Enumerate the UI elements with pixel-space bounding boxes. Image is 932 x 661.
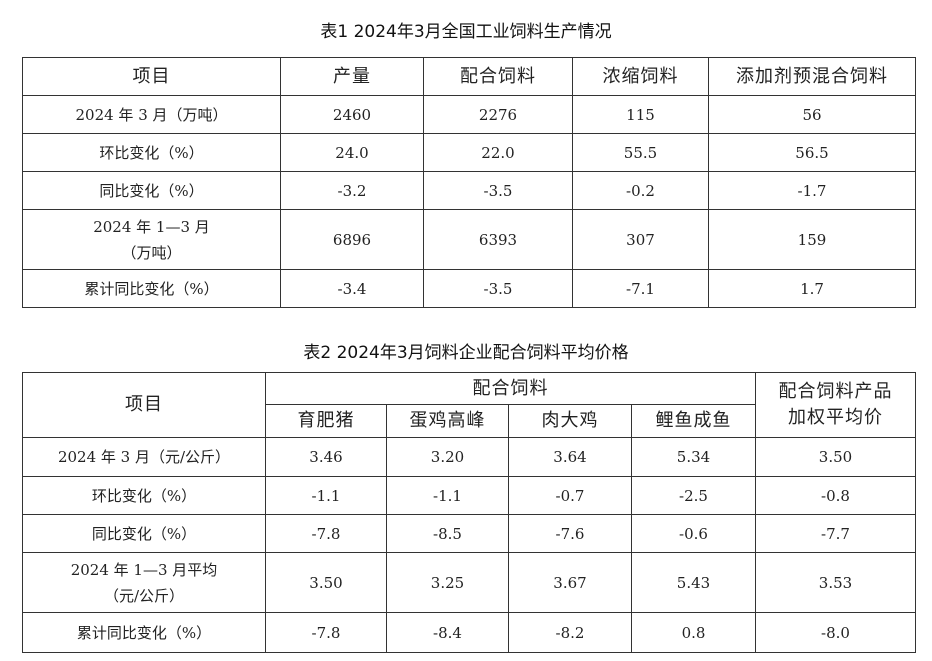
value-cell: -7.7 [755,514,916,553]
value-cell: -8.5 [386,514,509,553]
row-label-line: 2024 年 1—3 月 [93,217,210,236]
row-label: 2024 年 1—3 月 （万吨） [22,209,281,270]
header-cell: 浓缩饲料 [572,57,709,96]
row-label-line: 环比变化（%） [91,486,197,505]
value-cell: 115 [572,95,709,134]
row-label: 环比变化（%） [22,133,281,172]
value-cell: -1.1 [265,476,387,515]
value-cell: -3.2 [280,171,424,210]
row-label: 2024 年 3 月（万吨） [22,95,281,134]
table-row: 同比变化（%） -7.8 -8.5 -7.6 -0.6 -7.7 [22,514,916,553]
value-cell: 6393 [423,209,573,270]
table-header-row: 项目 产量 配合饲料 浓缩饲料 添加剂预混合饲料 [22,57,916,96]
table-row: 环比变化（%） -1.1 -1.1 -0.7 -2.5 -0.8 [22,476,916,515]
table-row: 累计同比变化（%） -3.4 -3.5 -7.1 1.7 [22,269,916,308]
value-cell: 3.50 [755,437,916,477]
value-cell: -0.7 [508,476,632,515]
table-row: 2024 年 1—3 月平均 （元/公斤） 3.50 3.25 3.67 5.43 3.53 [22,552,916,613]
value-cell: 24.0 [280,133,424,172]
header-cell: 配合饲料产品 加权平均价 [755,372,916,438]
value-cell: -7.8 [265,514,387,553]
header-line: 加权平均价 [788,407,883,428]
header-cell: 鲤鱼成鱼 [631,404,756,438]
value-cell: 22.0 [423,133,573,172]
row-label-line: （万吨） [121,243,182,262]
row-label-line: 2024 年 3 月（万吨） [75,105,228,124]
header-cell: 配合饲料 [423,57,573,96]
value-cell: 3.67 [508,552,632,613]
value-cell: 56 [708,95,916,134]
value-cell: -1.7 [708,171,916,210]
value-cell: 5.43 [631,552,756,613]
group-header-cell: 配合饲料 [265,372,756,405]
row-label-line: 同比变化（%） [91,524,197,543]
row-label: 环比变化（%） [22,476,266,515]
value-cell: 3.20 [386,437,509,477]
value-cell: -7.8 [265,612,387,653]
value-cell: -3.4 [280,269,424,308]
row-label-line: 累计同比变化（%） [76,623,212,642]
table-row: 2024 年 3 月（元/公斤） 3.46 3.20 3.64 5.34 3.50 [22,437,916,477]
row-label: 2024 年 3 月（元/公斤） [22,437,266,477]
value-cell: 3.53 [755,552,916,613]
row-label: 累计同比变化（%） [22,612,266,653]
value-cell: -8.2 [508,612,632,653]
header-cell: 育肥猪 [265,404,387,438]
table-row: 2024 年 1—3 月 （万吨） 6896 6393 307 159 [22,209,916,270]
value-cell: 1.7 [708,269,916,308]
value-cell: 307 [572,209,709,270]
value-cell: 3.64 [508,437,632,477]
table-row: 累计同比变化（%） -7.8 -8.4 -8.2 0.8 -8.0 [22,612,916,653]
table-row: 环比变化（%） 24.0 22.0 55.5 56.5 [22,133,916,172]
value-cell: -0.8 [755,476,916,515]
value-cell: 2460 [280,95,424,134]
row-label-line: 累计同比变化（%） [84,279,219,298]
value-cell: -2.5 [631,476,756,515]
value-cell: -7.1 [572,269,709,308]
value-cell: -3.5 [423,269,573,308]
value-cell: -1.1 [386,476,509,515]
value-cell: 3.50 [265,552,387,613]
header-cell: 添加剂预混合饲料 [708,57,916,96]
value-cell: -8.0 [755,612,916,653]
header-cell: 项目 [22,372,266,438]
value-cell: 3.46 [265,437,387,477]
row-label: 累计同比变化（%） [22,269,281,308]
value-cell: 55.5 [572,133,709,172]
price-table: 项目 配合饲料 配合饲料产品 加权平均价 育肥猪 蛋鸡高峰 肉大鸡 鲤鱼成鱼 20… [22,372,916,653]
table-row: 同比变化（%） -3.2 -3.5 -0.2 -1.7 [22,171,916,210]
header-cell: 产量 [280,57,424,96]
row-label: 2024 年 1—3 月平均 （元/公斤） [22,552,266,613]
value-cell: -3.5 [423,171,573,210]
value-cell: -0.2 [572,171,709,210]
row-label-line: （元/公斤） [103,586,185,605]
table-subheader-row: 育肥猪 蛋鸡高峰 肉大鸡 鲤鱼成鱼 [23,404,916,438]
table2-title: 表2 2024年3月饲料企业配合饲料平均价格 [303,343,629,363]
value-cell: 3.25 [386,552,509,613]
row-label-line: 2024 年 3 月（元/公斤） [57,448,231,466]
row-label-line: 同比变化（%） [99,181,204,200]
value-cell: 2276 [423,95,573,134]
table-header-row: 项目 配合饲料 配合饲料产品 加权平均价 [22,372,916,438]
production-table: 项目 产量 配合饲料 浓缩饲料 添加剂预混合饲料 2024 年 3 月（万吨） 2… [22,57,916,308]
header-line: 配合饲料产品 [778,381,893,402]
table-row: 2024 年 3 月（万吨） 2460 2276 115 56 [22,95,916,134]
value-cell: -0.6 [631,514,756,553]
value-cell: 6896 [280,209,424,270]
row-label: 同比变化（%） [22,171,281,210]
value-cell: 0.8 [631,612,756,653]
value-cell: 56.5 [708,133,916,172]
header-cell: 蛋鸡高峰 [386,404,509,438]
header-cell: 项目 [22,57,281,96]
row-label: 同比变化（%） [22,514,266,553]
row-label-line: 2024 年 1—3 月平均 [70,560,218,579]
value-cell: 159 [708,209,916,270]
value-cell: -8.4 [386,612,509,653]
value-cell: -7.6 [508,514,632,553]
row-label-line: 环比变化（%） [99,143,204,162]
header-cell: 肉大鸡 [508,404,632,438]
value-cell: 5.34 [631,437,756,477]
table1-title: 表1 2024年3月全国工业饲料生产情况 [320,22,612,42]
